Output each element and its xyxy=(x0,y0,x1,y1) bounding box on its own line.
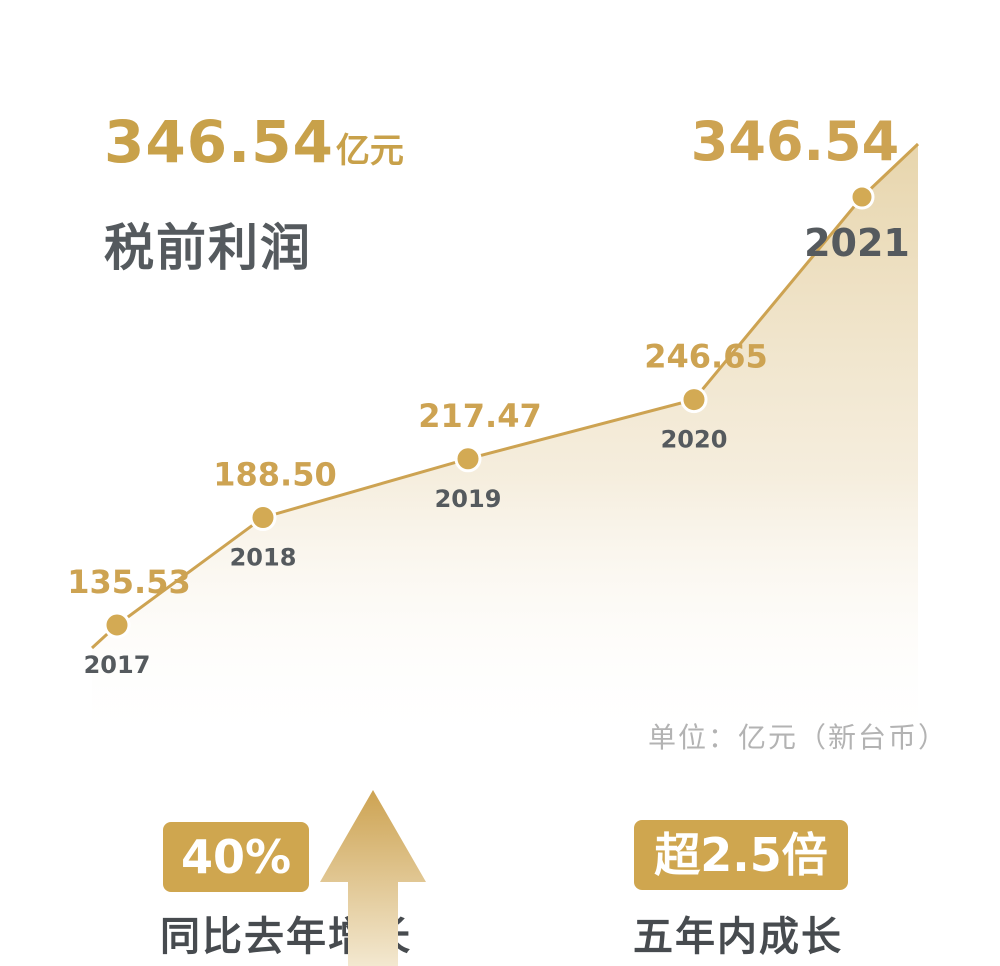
data-label: 217.47 xyxy=(418,397,541,435)
data-point xyxy=(103,611,131,639)
area-fill xyxy=(92,144,918,748)
data-point xyxy=(680,386,708,414)
chart-title: 税前利润 xyxy=(104,219,312,277)
up-arrow-icon xyxy=(320,790,426,966)
x-tick-label: 2019 xyxy=(435,485,502,513)
headline-value: 346.54亿元 xyxy=(104,108,404,176)
x-tick-label: 2020 xyxy=(661,426,728,454)
headline-unit: 亿元 xyxy=(335,131,404,171)
headline-number: 346.54 xyxy=(104,108,334,176)
unit-note: 单位：亿元（新台币） xyxy=(647,721,948,754)
data-point xyxy=(454,445,482,473)
multiple-badge: 超2.5倍 xyxy=(634,820,848,890)
multiple-caption: 五年内成长 xyxy=(633,914,843,960)
x-tick-label: 2021 xyxy=(804,221,910,265)
growth-badge: 40% xyxy=(163,822,309,892)
data-point xyxy=(849,184,875,210)
x-tick-label: 2018 xyxy=(230,544,297,572)
x-tick-label: 2017 xyxy=(84,651,151,679)
data-label: 346.54 xyxy=(691,110,899,173)
data-label: 246.65 xyxy=(644,338,767,376)
data-label: 188.50 xyxy=(213,456,336,494)
data-point xyxy=(249,504,277,532)
data-label: 135.53 xyxy=(67,563,190,601)
